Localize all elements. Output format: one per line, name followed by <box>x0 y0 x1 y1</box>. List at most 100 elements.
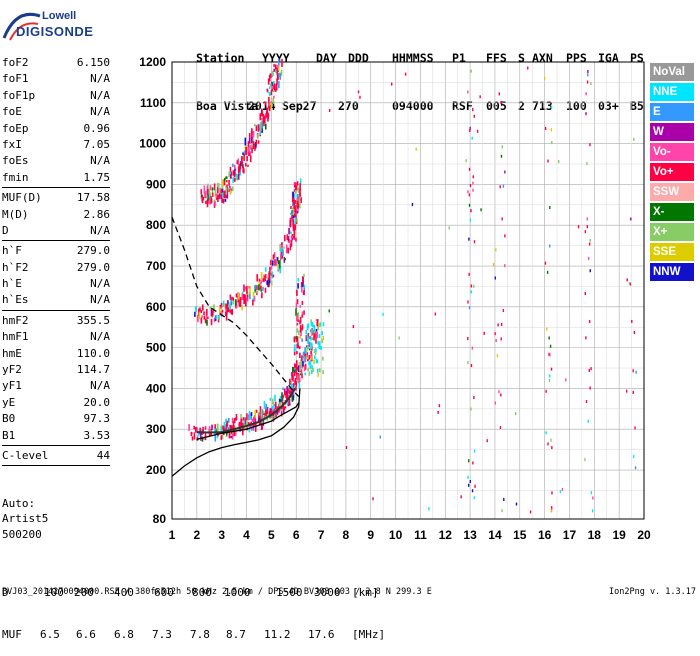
distance-value: 200 <box>74 586 94 599</box>
x-tick-label: 14 <box>488 528 502 542</box>
x-tick-label: 6 <box>293 528 300 542</box>
x-tick-label: 15 <box>513 528 527 542</box>
version-label: Ion2Png v. 1.3.17 <box>609 587 696 597</box>
distance-value: 400 <box>114 586 134 599</box>
x-tick-label: 19 <box>612 528 626 542</box>
file-footer: BVJ03_2014270094000.RSF / 380fx512h 50 k… <box>2 587 432 597</box>
param-value: 355.5 <box>76 313 110 327</box>
x-tick-label: 13 <box>463 528 477 542</box>
param-name: foEp <box>2 121 29 135</box>
param-row: M(D) 2.86 <box>2 207 110 223</box>
param-row: h`F 279.0 <box>2 243 110 259</box>
digisonde-logo: Lowell DIGISONDE <box>2 6 102 46</box>
header-value-2: Sep27 <box>282 99 317 113</box>
param-value: 17.58 <box>76 191 110 205</box>
param-row: D N/A <box>2 223 110 239</box>
x-tick-label: 8 <box>343 528 350 542</box>
logo-line2: DIGISONDE <box>16 24 94 39</box>
param-name: foEs <box>2 154 29 168</box>
param-name: hmE <box>2 346 22 360</box>
muf-unit: [MHz] <box>352 628 386 641</box>
param-name: hmF2 <box>2 313 29 327</box>
param-value: 279.0 <box>76 244 110 258</box>
param-row: yF1 N/A <box>2 378 110 394</box>
param-row: foEp 0.96 <box>2 121 110 137</box>
param-value: 3.53 <box>83 428 111 442</box>
param-name: B0 <box>2 412 16 426</box>
legend-item-vo: Vo+ <box>650 163 694 181</box>
x-tick-label: 2 <box>193 528 200 542</box>
param-name: h`Es <box>2 293 29 307</box>
logo-line1: Lowell <box>42 10 77 22</box>
muf-value: 7.3 <box>152 628 172 641</box>
param-name: yF2 <box>2 363 22 377</box>
muf-label: MUF <box>2 628 22 641</box>
x-tick-label: 9 <box>367 528 374 542</box>
x-tick-label: 20 <box>637 528 651 542</box>
param-value: 110.0 <box>76 346 110 360</box>
param-row: yF2 114.7 <box>2 362 110 378</box>
param-name: h`F2 <box>2 260 29 274</box>
param-name: hmF1 <box>2 330 29 344</box>
x-tick-label: 11 <box>414 528 427 542</box>
param-value: N/A <box>90 330 110 344</box>
param-value: N/A <box>90 72 110 86</box>
y-tick-label: 300 <box>146 422 166 436</box>
param-value: N/A <box>90 379 110 393</box>
legend-item-x: X- <box>650 203 694 221</box>
auto-line2: Artist5 <box>2 512 49 525</box>
header-value-10: 03+ <box>598 99 619 113</box>
param-name: MUF(D) <box>2 191 42 205</box>
legend-item-sse: SSE <box>650 243 694 261</box>
x-tick-label: 3 <box>218 528 225 542</box>
header-value-9: 100 <box>566 99 587 113</box>
distance-value: 600 <box>154 586 174 599</box>
param-name: foF1p <box>2 88 36 102</box>
x-tick-label: 7 <box>318 528 325 542</box>
x-tick-label: 1 <box>169 528 176 542</box>
distance-value: 3000 <box>314 586 341 599</box>
legend-item-x: X+ <box>650 223 694 241</box>
param-name: fxI <box>2 137 22 151</box>
plot-frame <box>171 61 645 520</box>
y-tick-label: 600 <box>146 300 166 314</box>
y-tick-label: 700 <box>146 259 166 273</box>
x-tick-label: 4 <box>243 528 250 542</box>
param-name: yE <box>2 395 16 409</box>
muf-distance-row: D 100 200 400 600 800 1000 1500 3000 [km] <box>2 586 379 600</box>
param-row: h`E N/A <box>2 276 110 292</box>
param-name: h`F <box>2 244 22 258</box>
x-tick-label: 17 <box>563 528 577 542</box>
header-value-0: Boa Vista <box>196 99 259 113</box>
param-name: M(D) <box>2 207 29 221</box>
autoscaling-info: Auto: Artist5 500200 <box>2 480 48 558</box>
legend-item-ssw: SSW <box>650 183 694 201</box>
param-row: h`Es N/A <box>2 292 110 308</box>
polarization-legend: NoVal NNE E W Vo- Vo+ SSW X- X+ SSE NNW <box>650 63 694 283</box>
muf-frequency-row: MUF 6.5 6.6 6.8 7.3 7.8 8.7 11.2 17.6 [MHz] <box>2 628 385 642</box>
y-tick-label: 400 <box>146 381 166 395</box>
param-value: N/A <box>90 154 110 168</box>
y-tick-label: 80 <box>153 512 167 526</box>
param-name: D <box>2 223 9 237</box>
param-row: foF1p N/A <box>2 88 110 104</box>
param-name: C-level <box>2 448 49 462</box>
param-row: yE 20.0 <box>2 395 110 411</box>
param-value: 279.0 <box>76 260 110 274</box>
legend-item-w: W <box>650 123 694 141</box>
param-row: foF2 6.150 <box>2 55 110 71</box>
profile-low-line <box>196 402 300 441</box>
param-value: N/A <box>90 88 110 102</box>
legend-item-vo: Vo- <box>650 143 694 161</box>
param-value: N/A <box>90 277 110 291</box>
header-values-row: Boa Vista 2014 Sep27 270 094000 RSF 005 2 713 100… <box>196 98 644 114</box>
param-separator <box>2 444 110 446</box>
y-tick-label: 500 <box>146 341 166 355</box>
distance-value: 800 <box>192 586 212 599</box>
profile-dashed-line <box>171 216 300 398</box>
header-label-7: S <box>518 51 525 65</box>
header-value-3: 270 <box>338 99 359 113</box>
header-value-7: 2 <box>518 99 525 113</box>
y-tick-label: 1000 <box>139 137 166 151</box>
legend-item-nnw: NNW <box>650 263 694 281</box>
